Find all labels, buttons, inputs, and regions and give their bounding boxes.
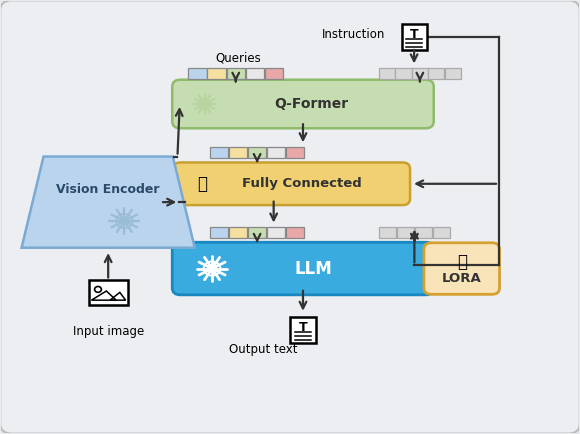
FancyBboxPatch shape: [210, 147, 229, 158]
FancyBboxPatch shape: [286, 147, 304, 158]
FancyBboxPatch shape: [286, 227, 304, 238]
Text: Output text: Output text: [230, 343, 298, 356]
FancyBboxPatch shape: [290, 317, 316, 343]
FancyBboxPatch shape: [227, 68, 245, 79]
Circle shape: [208, 265, 216, 272]
FancyBboxPatch shape: [248, 147, 266, 158]
Text: Instruction: Instruction: [322, 28, 385, 41]
FancyBboxPatch shape: [445, 68, 461, 79]
FancyBboxPatch shape: [379, 68, 395, 79]
FancyBboxPatch shape: [397, 227, 414, 238]
Circle shape: [120, 217, 129, 224]
FancyBboxPatch shape: [401, 24, 427, 49]
Text: T: T: [299, 321, 307, 334]
FancyBboxPatch shape: [229, 227, 247, 238]
FancyBboxPatch shape: [245, 68, 264, 79]
FancyBboxPatch shape: [248, 227, 266, 238]
Text: Input image: Input image: [72, 325, 144, 338]
FancyBboxPatch shape: [428, 68, 444, 79]
FancyBboxPatch shape: [173, 162, 410, 205]
FancyBboxPatch shape: [210, 227, 229, 238]
FancyBboxPatch shape: [396, 68, 411, 79]
Circle shape: [201, 101, 208, 107]
Text: Fully Connected: Fully Connected: [242, 178, 362, 190]
Text: LORA: LORA: [442, 272, 481, 285]
FancyBboxPatch shape: [379, 227, 396, 238]
FancyBboxPatch shape: [412, 68, 428, 79]
FancyBboxPatch shape: [172, 80, 434, 128]
Text: LLM: LLM: [295, 260, 332, 278]
FancyBboxPatch shape: [267, 147, 285, 158]
Text: T: T: [410, 28, 418, 41]
FancyBboxPatch shape: [415, 227, 432, 238]
Text: 🔥: 🔥: [197, 175, 207, 193]
Text: Vision Encoder: Vision Encoder: [56, 183, 160, 196]
FancyBboxPatch shape: [229, 147, 247, 158]
FancyBboxPatch shape: [424, 243, 499, 294]
FancyBboxPatch shape: [267, 227, 285, 238]
Text: Q-Former: Q-Former: [274, 97, 349, 111]
FancyBboxPatch shape: [208, 68, 226, 79]
FancyBboxPatch shape: [89, 280, 128, 305]
FancyBboxPatch shape: [172, 242, 434, 295]
FancyBboxPatch shape: [188, 68, 207, 79]
FancyBboxPatch shape: [433, 227, 450, 238]
FancyBboxPatch shape: [264, 68, 283, 79]
Polygon shape: [21, 157, 195, 248]
Text: 🔥: 🔥: [456, 253, 467, 270]
Text: Queries: Queries: [215, 52, 261, 65]
